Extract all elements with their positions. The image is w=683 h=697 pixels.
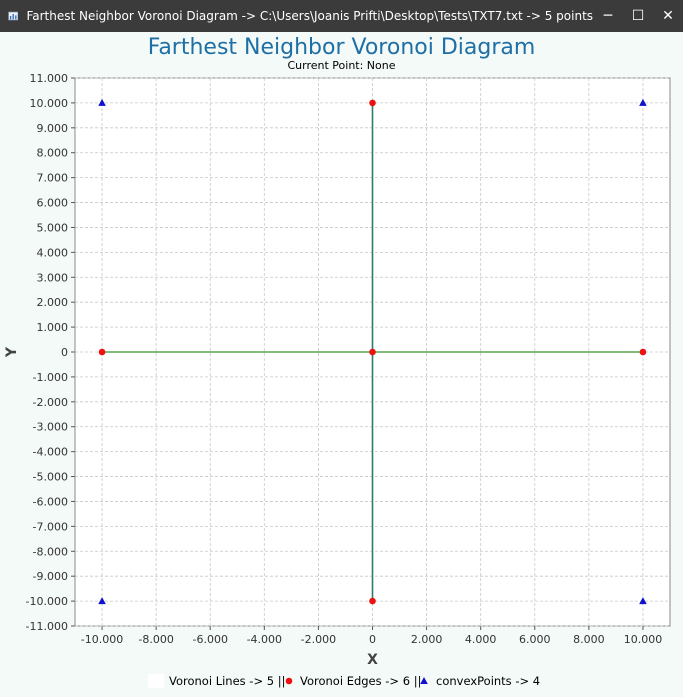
maximize-button[interactable]: ☐ [623, 0, 653, 32]
y-tick-label: -2.000 [33, 396, 68, 409]
y-tick-label: -6.000 [33, 495, 68, 508]
legend-swatch-lines [148, 674, 164, 688]
y-tick-label: 9.000 [37, 122, 69, 135]
minimize-icon: ─ [603, 8, 613, 24]
voronoi-edge-point [639, 348, 647, 356]
y-tick-label: 3.000 [37, 271, 69, 284]
x-tick-label: 0 [369, 633, 376, 646]
y-tick-label: 2.000 [37, 296, 69, 309]
y-tick-label: 1.000 [37, 321, 69, 334]
close-button[interactable]: ✕ [653, 0, 683, 32]
y-tick-label: -5.000 [33, 471, 68, 484]
x-axis-label: X [367, 652, 378, 668]
x-tick-label: -6.000 [192, 633, 227, 646]
close-icon: ✕ [662, 8, 674, 24]
x-tick-label: -8.000 [138, 633, 173, 646]
legend-label-convex: convexPoints -> 4 [436, 674, 540, 688]
x-tick-label: 10.000 [624, 633, 663, 646]
x-tick-label: 4.000 [465, 633, 497, 646]
y-tick-label: -7.000 [33, 520, 68, 533]
y-tick-label: 4.000 [37, 246, 69, 259]
legend-label-edges: Voronoi Edges -> 6 || [300, 674, 421, 688]
y-tick-label: 5.000 [37, 221, 69, 234]
convex-point [98, 98, 106, 106]
window-title: Farthest Neighbor Voronoi Diagram -> C:\… [26, 9, 594, 23]
chart-icon [8, 11, 19, 21]
convex-point [98, 597, 106, 605]
window-titlebar: Farthest Neighbor Voronoi Diagram -> C:\… [0, 0, 683, 32]
y-tick-label: 0 [61, 346, 68, 359]
x-tick-label: 6.000 [519, 633, 551, 646]
convex-point [639, 597, 647, 605]
y-tick-label: -8.000 [33, 545, 68, 558]
voronoi-edge-point [369, 99, 376, 107]
minimize-button[interactable]: ─ [593, 0, 623, 32]
y-tick-label: -4.000 [33, 446, 68, 459]
convex-point [639, 98, 647, 106]
y-tick-label: -1.000 [33, 371, 68, 384]
x-tick-label: 8.000 [573, 633, 605, 646]
chart-panel[interactable]: Farthest Neighbor Voronoi Diagram Current… [0, 32, 683, 693]
voronoi-chart[interactable]: Farthest Neighbor Voronoi DiagramCurrent… [0, 32, 683, 693]
y-tick-label: -9.000 [33, 570, 68, 583]
y-tick-label: 6.000 [37, 197, 69, 210]
y-axis-label: Y [4, 346, 20, 358]
y-tick-label: 10.000 [30, 97, 69, 110]
voronoi-edge-point [369, 348, 376, 356]
y-tick-label: 11.000 [30, 72, 69, 85]
voronoi-edge-point [369, 597, 376, 605]
y-tick-label: -10.000 [26, 595, 68, 608]
legend-label-lines: Voronoi Lines -> 5 || [169, 674, 285, 688]
x-tick-label: 2.000 [411, 633, 443, 646]
y-tick-label: -11.000 [26, 620, 68, 633]
legend-swatch-convex [420, 677, 428, 684]
maximize-icon: ☐ [631, 8, 645, 24]
x-tick-label: -4.000 [247, 633, 282, 646]
x-tick-label: -2.000 [301, 633, 336, 646]
y-tick-label: 8.000 [37, 147, 69, 160]
y-tick-label: 7.000 [37, 172, 69, 185]
chart-subtitle: Current Point: None [287, 59, 395, 72]
voronoi-edge-point [98, 348, 106, 356]
x-tick-label: -10.000 [81, 633, 123, 646]
y-tick-label: -3.000 [33, 421, 68, 434]
legend-swatch-edges [285, 677, 293, 685]
chart-title: Farthest Neighbor Voronoi Diagram [148, 35, 536, 60]
